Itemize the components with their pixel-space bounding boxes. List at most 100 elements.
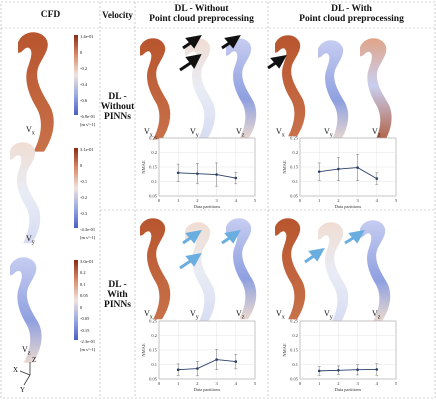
x-tick-label: 4: [376, 198, 379, 203]
data-point: [337, 369, 340, 372]
dl-pre-nopinn-vy: [318, 40, 349, 142]
x-tick-label: 2: [196, 381, 198, 386]
x-tick-label: 5: [254, 381, 257, 386]
label-r1-vy-a: Vy: [190, 127, 199, 139]
nmae-chart-4: 0.05 0.1 0.15 0.2 0.25 0 1 2 3 4 5 Data partitions N…: [282, 319, 398, 393]
y-tick-label: 0.2: [292, 333, 298, 338]
label-r2-vy-b: Vy: [324, 309, 333, 321]
data-point: [375, 368, 379, 371]
colorbar-tick-label: 3.1e-01: [80, 147, 94, 152]
data-point: [234, 360, 238, 363]
colorbar-tick-label: 1.4e-01: [80, 34, 94, 39]
label-r1-vy-b: Vy: [324, 127, 333, 139]
data-point: [317, 369, 321, 373]
x-tick-label: 0: [299, 198, 302, 203]
label-r2-vx-b: Vx: [276, 309, 285, 321]
y-tick-label: 0.25: [149, 319, 158, 324]
axes-triad-icon: [19, 362, 31, 386]
colorbar-tick-label: 3.0e-01: [80, 259, 94, 264]
y-tick-label: 0.1: [151, 362, 157, 367]
header-dl-without: DL - Without Point cloud preprocessing: [149, 4, 254, 24]
y-tick-label: 0.05: [290, 194, 299, 199]
cfd-vx-field: [18, 32, 54, 152]
arrow-blue-4: [304, 247, 325, 264]
colorbar-tick-label: -0.4: [80, 82, 88, 87]
label-r1-vx-a: Vx: [144, 127, 153, 139]
x-tick-label: 1: [318, 381, 320, 386]
colorbar-tick-label: 0.1: [80, 281, 86, 287]
x-axis-label: Data partitions: [335, 204, 362, 209]
header-dl-with: DL - With Point cloud preprocessing: [299, 4, 404, 24]
dl-pre-pinn-vz: [360, 220, 391, 322]
colorbar-tick-label: 0.2: [80, 270, 86, 276]
x-tick-label: 1: [177, 198, 179, 203]
y-tick-label: 0.25: [290, 136, 299, 141]
arrow-blue-3: [221, 229, 241, 245]
y-tick-label: 0.1: [292, 179, 298, 184]
data-point: [356, 368, 359, 372]
x-tick-label: 0: [299, 381, 302, 386]
header-velocity: Velocity: [102, 10, 133, 20]
x-tick-label: 4: [376, 381, 379, 386]
colorbar-tick-label: 0: [80, 50, 83, 55]
x-axis-label: Data partitions: [335, 387, 362, 392]
y-tick-label: 0.05: [149, 377, 158, 382]
colorbar-tick-label: -0.2: [80, 66, 88, 71]
colorbar-tick-label: -0.3: [80, 211, 88, 216]
x-tick-label: 5: [395, 381, 398, 386]
colorbar-tick-label: -0.2: [80, 195, 88, 200]
cfd-colorbar-2: [74, 148, 78, 228]
arrow-black-3: [221, 34, 241, 50]
row-label-without-pinns: DL - Without PINNs: [100, 92, 135, 122]
colorbar-unit: [m s^-1]: [80, 235, 96, 240]
series-line: [178, 172, 236, 179]
colorbar-tick-label: -4.3e-01: [80, 227, 96, 232]
cfd-vy-field: [10, 142, 41, 244]
colorbar-tick-label: 0: [80, 163, 83, 168]
y-axis-label: NMAE: [141, 160, 146, 174]
dl-nopre-nopinn-vy: [185, 38, 216, 140]
label-r1-vz-b: Vz: [372, 127, 381, 139]
x-tick-label: 3: [215, 198, 218, 203]
colorbar-tick-label: 0.05: [80, 293, 88, 299]
colorbar-tick-label: -0.6: [80, 98, 88, 103]
y-tick-label: 0.05: [149, 194, 158, 199]
colorbar-tick-label: 0: [80, 304, 83, 310]
x-axis-label: Data partitions: [194, 204, 221, 209]
data-point: [356, 166, 359, 169]
y-axis-label: NMAE: [282, 160, 287, 174]
x-tick-label: 1: [177, 381, 179, 386]
dl-pre-pinn-vx: [275, 218, 306, 320]
x-tick-label: 5: [395, 198, 398, 203]
x-tick-label: 2: [337, 381, 339, 386]
data-point: [176, 368, 180, 372]
colorbar-tick-label: -0.05: [80, 316, 90, 322]
y-tick-label: 0.15: [290, 348, 299, 353]
label-r1-vx-b: Vx: [276, 127, 285, 139]
label-cfd-vx: Vx: [26, 125, 35, 137]
series-line: [178, 359, 236, 371]
data-point: [375, 177, 379, 180]
nmae-chart-3: 0.05 0.1 0.15 0.2 0.25 0 1 2 3 4 5 Data partitions N…: [141, 319, 257, 393]
colorbar-tick-label: -0.15: [80, 327, 90, 333]
label-r1-vz-a: Vz: [236, 127, 245, 139]
y-tick-label: 0.1: [151, 179, 157, 184]
y-axis-label: NMAE: [141, 343, 146, 357]
dl-nopre-nopinn-vz: [226, 38, 257, 140]
arrow-blue-5: [344, 229, 365, 245]
axis-label-z: Z: [32, 356, 37, 364]
x-tick-label: 4: [235, 381, 238, 386]
data-point: [215, 358, 218, 361]
nmae-chart-1: 0.05 0.1 0.15 0.2 0.25 0 1 2 3 4 5 Data partitions N…: [141, 136, 257, 210]
x-tick-label: 2: [196, 198, 198, 203]
axis-label-y: Y: [20, 386, 26, 394]
label-cfd-vy: Vy: [26, 234, 35, 246]
series-line: [319, 368, 377, 372]
y-tick-label: 0.2: [151, 333, 157, 338]
dl-pre-nopinn-vx: [275, 35, 306, 137]
x-tick-label: 5: [254, 198, 257, 203]
colorbar-unit: [m s^-1]: [80, 347, 96, 352]
cfd-colorbar-3: [74, 260, 78, 340]
row-label-with-pinns: DL - With PINNs: [104, 280, 131, 310]
y-tick-label: 0.25: [290, 319, 299, 324]
